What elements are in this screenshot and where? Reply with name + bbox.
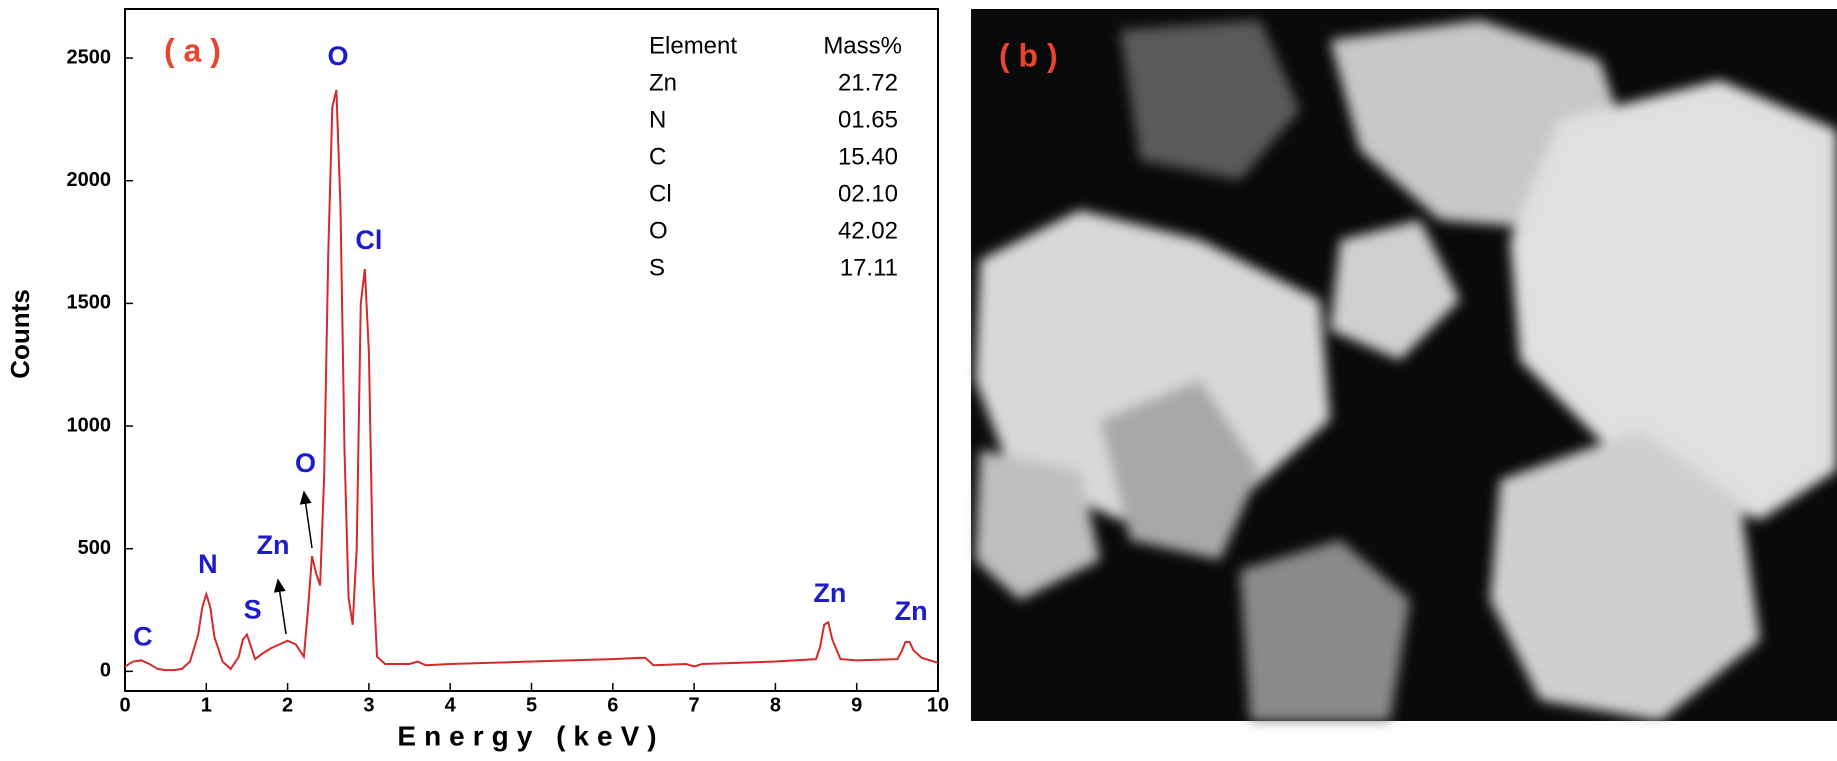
- y-tick-label: 2000: [67, 169, 112, 191]
- peak-label: S: [244, 595, 262, 625]
- y-tick-label: 500: [78, 537, 111, 559]
- x-tick-label: 1: [201, 694, 212, 716]
- x-tick-label: 0: [119, 694, 130, 716]
- peak-label: Zn: [813, 578, 846, 608]
- table-header: Element: [649, 32, 737, 59]
- peak-label: Cl: [355, 225, 382, 255]
- peak-label: O: [327, 41, 348, 71]
- x-tick-label: 8: [770, 694, 781, 716]
- table-cell: 02.10: [838, 180, 898, 207]
- panel-label: ( b ): [999, 37, 1058, 73]
- y-tick-label: 1000: [67, 414, 112, 436]
- x-axis-title: Energy (keV): [397, 720, 664, 751]
- spectrum-line: [124, 89, 939, 672]
- x-tick-label: 5: [526, 694, 537, 716]
- table-cell: N: [649, 106, 666, 133]
- peak-label: N: [198, 549, 218, 579]
- y-axis-title: Counts: [5, 289, 35, 379]
- table-cell: 01.65: [838, 106, 898, 133]
- table-cell: 15.40: [838, 143, 898, 170]
- table-cell: 42.02: [838, 217, 898, 244]
- sem-image: [971, 9, 1837, 721]
- table-cell: S: [649, 254, 665, 281]
- x-tick-label: 10: [927, 694, 949, 716]
- x-tick-label: 2: [282, 694, 293, 716]
- peak-label: C: [133, 622, 153, 652]
- particles: [975, 20, 1837, 721]
- table-cell: 17.11: [840, 254, 898, 281]
- table-cell: Zn: [649, 69, 677, 96]
- table-cell: O: [649, 217, 668, 244]
- table-cell: Cl: [649, 180, 672, 207]
- peak-label: O: [295, 448, 316, 478]
- table-cell: C: [649, 143, 666, 170]
- x-tick-label: 3: [363, 694, 374, 716]
- table-header: Mass%: [823, 32, 902, 59]
- x-tick-label: 6: [607, 694, 618, 716]
- x-tick-label: 7: [689, 694, 700, 716]
- panel-label: ( a ): [164, 32, 221, 68]
- y-tick-label: 1500: [67, 292, 112, 314]
- peak-label: Zn: [256, 530, 289, 560]
- table-cell: 21.72: [838, 69, 898, 96]
- arrow: [299, 490, 313, 549]
- y-tick-label: 0: [100, 660, 111, 682]
- peak-label: Zn: [895, 596, 928, 626]
- x-tick-label: 4: [445, 694, 457, 716]
- y-tick-label: 2500: [67, 46, 112, 68]
- x-tick-label: 9: [851, 694, 862, 716]
- arrow: [273, 578, 287, 635]
